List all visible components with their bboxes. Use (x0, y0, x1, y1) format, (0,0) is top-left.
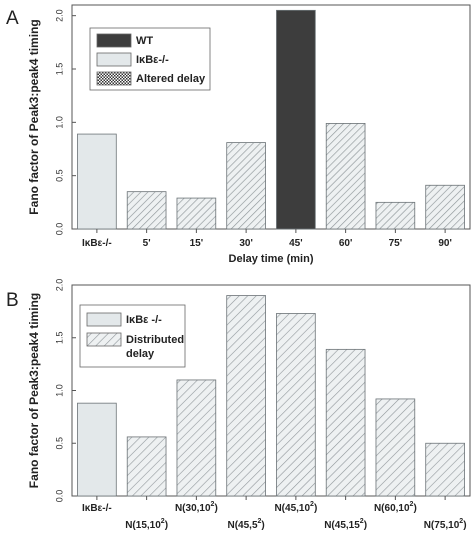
x-tick-label: 5' (143, 238, 151, 249)
x-tick-label: N(60,102) (374, 501, 417, 514)
x-tick-label: 45' (289, 238, 303, 249)
bar (325, 348, 366, 497)
bar (77, 133, 117, 230)
x-tick-label: 30' (239, 238, 253, 249)
y-tick-label: 1.5 (54, 63, 64, 76)
x-tick-label: N(15,102) (125, 518, 168, 531)
legend-label: WT (136, 35, 153, 47)
y-axis-label: Fano factor of Peak3:peak4 timing (27, 293, 41, 488)
y-tick-label: 1.0 (54, 384, 64, 397)
x-tick-label: IκBε-/- (82, 503, 112, 514)
legend: IκBε -/- Distributed delay (79, 304, 186, 368)
bar (276, 313, 316, 497)
y-tick-label: 0.5 (54, 437, 64, 450)
bar (375, 398, 416, 497)
x-tick-label: IκBε-/- (82, 238, 112, 249)
bar (126, 436, 167, 497)
x-tick-label: 15' (190, 238, 204, 249)
legend: WT IκBε-/- Altered delay (89, 27, 211, 91)
y-axis-label: Fano factor of Peak3:peak4 timing (27, 19, 41, 214)
bar (425, 184, 465, 230)
y-tick-label: 0.0 (54, 490, 64, 503)
panel-letter: B (6, 290, 19, 311)
legend-swatch (96, 52, 132, 67)
x-tick-label: 60' (339, 238, 353, 249)
x-tick-label: 75' (389, 238, 403, 249)
y-tick-label: 0.5 (54, 169, 64, 182)
x-tick-label: N(45,102) (274, 501, 317, 514)
panel-b: B 0.0 0.5 1.0 1.5 2.0 Fano factor of Peak3:pea… (6, 279, 471, 531)
x-tick-label: N(45,52) (227, 518, 264, 531)
x-tick-label: 90' (438, 238, 452, 249)
bar (126, 191, 167, 230)
y-tick-label: 1.0 (54, 116, 64, 129)
legend-swatch (86, 332, 122, 347)
x-tick-label: N(75,102) (424, 518, 467, 531)
bar (77, 402, 117, 497)
panel-letter: A (6, 8, 19, 29)
y-tick-label: 1.5 (54, 331, 64, 344)
bar (226, 295, 266, 497)
legend-swatch (96, 33, 132, 48)
legend-label: Altered delay (136, 73, 206, 85)
plot-frame (71, 4, 471, 230)
bar (226, 142, 266, 230)
y-tick-label: 2.0 (54, 279, 64, 292)
x-tick-label: N(30,102) (175, 501, 218, 514)
bar (276, 9, 316, 230)
x-axis-label: Delay time (min) (229, 253, 314, 265)
bar (176, 379, 217, 497)
x-tick-label: N(45,152) (324, 518, 367, 531)
bar (425, 442, 465, 497)
legend-label: IκBε-/- (136, 54, 169, 66)
y-tick-label: 2.0 (54, 9, 64, 22)
legend-swatch (96, 71, 132, 86)
panel-a: A 0.0 0.5 1.0 1.5 2.0 Fano factor of Peak3:pea… (6, 4, 471, 265)
legend-label: delay (126, 348, 155, 360)
bar (375, 201, 416, 230)
legend-label: IκBε -/- (126, 314, 162, 326)
bar (176, 197, 217, 230)
y-tick-label: 0.0 (54, 223, 64, 236)
legend-label: Distributed (126, 334, 184, 346)
legend-swatch (86, 312, 122, 327)
bar (325, 123, 366, 230)
